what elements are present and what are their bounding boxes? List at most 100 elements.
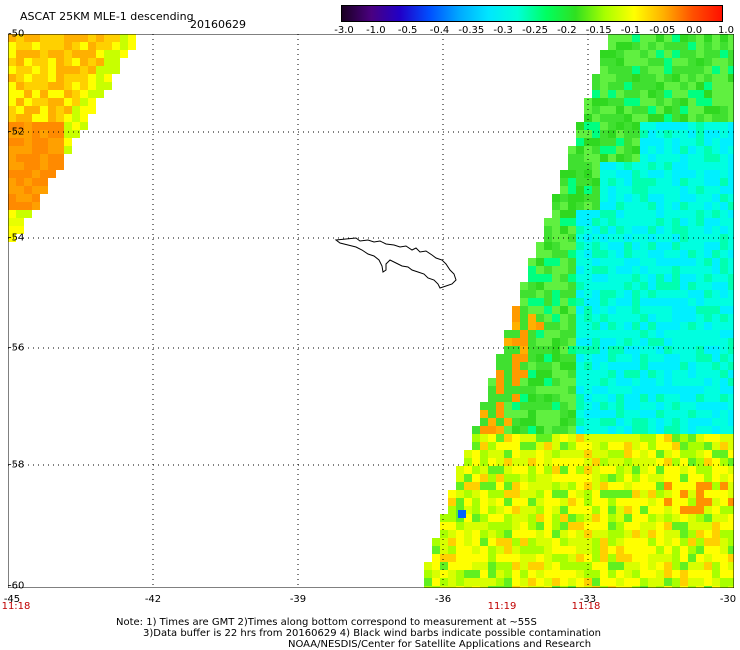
swath-cell — [560, 258, 568, 266]
swath-cell — [608, 418, 616, 426]
swath-cell — [656, 498, 664, 506]
swath-cell — [80, 50, 88, 58]
swath-cell — [688, 194, 696, 202]
swath-cell — [696, 74, 704, 82]
swath-cell — [728, 378, 734, 386]
swath-cell — [576, 146, 584, 154]
swath-cell — [680, 282, 688, 290]
swath-cell — [680, 394, 688, 402]
swath-cell — [520, 450, 528, 458]
swath-cell — [712, 426, 720, 434]
swath-cell — [576, 338, 584, 346]
swath-cell — [624, 554, 632, 562]
swath-cell — [608, 530, 616, 538]
swath-cell — [704, 442, 712, 450]
swath-cell — [656, 490, 664, 498]
swath-cell — [640, 522, 648, 530]
swath-cell — [432, 554, 440, 562]
swath-cell — [632, 378, 640, 386]
swath-cell — [472, 458, 480, 466]
swath-cell — [712, 442, 720, 450]
swath-cell — [704, 514, 712, 522]
footnote-line: Note: 1) Times are GMT 2)Times along bot… — [116, 617, 537, 628]
swath-cell — [592, 314, 600, 322]
swath-cell — [520, 554, 528, 562]
swath-cell — [496, 378, 504, 386]
swath-cell — [568, 370, 576, 378]
swath-cell — [576, 554, 584, 562]
swath-cell — [624, 162, 632, 170]
swath-cell — [632, 90, 640, 98]
swath-cell — [632, 226, 640, 234]
swath-cell — [704, 210, 712, 218]
swath-cell — [672, 146, 680, 154]
swath-cell — [696, 258, 704, 266]
swath-cell — [608, 130, 616, 138]
swath-cell — [64, 50, 72, 58]
swath-cell — [672, 506, 680, 514]
swath-cell — [648, 458, 656, 466]
swath-cell — [720, 314, 728, 322]
swath-cell — [592, 98, 600, 106]
swath-cell — [728, 538, 734, 546]
swath-cell — [680, 562, 688, 570]
swath-cell — [704, 170, 712, 178]
swath-cell — [664, 522, 672, 530]
swath-cell — [480, 474, 488, 482]
swath-cell — [600, 106, 608, 114]
swath-cell — [616, 434, 624, 442]
swath-cell — [504, 378, 512, 386]
swath-cell — [496, 386, 504, 394]
swath-cell — [728, 106, 734, 114]
swath-cell — [568, 418, 576, 426]
swath-cell — [8, 194, 16, 202]
swath-cell — [528, 474, 536, 482]
swath-cell — [640, 458, 648, 466]
swath-cell — [544, 466, 552, 474]
swath-cell — [96, 66, 104, 74]
swath-cell — [568, 194, 576, 202]
swath-cell — [528, 338, 536, 346]
color-scale-tick-label: -0.4 — [429, 25, 450, 36]
swath-cell — [648, 554, 656, 562]
swath-cell — [616, 586, 624, 588]
swath-cell — [712, 338, 720, 346]
swath-cell — [664, 306, 672, 314]
swath-cell — [600, 338, 608, 346]
swath-cell — [576, 322, 584, 330]
swath-cell — [664, 274, 672, 282]
swath-cell — [576, 138, 584, 146]
swath-cell — [536, 338, 544, 346]
swath-cell — [592, 514, 600, 522]
swath-cell — [720, 386, 728, 394]
swath-cell — [544, 354, 552, 362]
swath-cell — [664, 458, 672, 466]
swath-cell — [608, 42, 616, 50]
swath-cell — [664, 498, 672, 506]
swath-cell — [616, 74, 624, 82]
swath-cell — [448, 562, 456, 570]
swath-cell — [568, 346, 576, 354]
swath-cell — [488, 482, 496, 490]
swath-cell — [568, 162, 576, 170]
swath-cell — [120, 42, 128, 50]
swath-cell — [544, 514, 552, 522]
swath-cell — [632, 282, 640, 290]
swath-cell — [632, 138, 640, 146]
swath-cell — [512, 434, 520, 442]
swath-cell — [696, 482, 704, 490]
lon-label: -30 — [719, 594, 737, 605]
swath-cell — [552, 242, 560, 250]
swath-cell — [704, 106, 712, 114]
swath-cell — [712, 394, 720, 402]
swath-cell — [584, 194, 592, 202]
swath-cell — [728, 226, 734, 234]
swath-cell — [568, 386, 576, 394]
swath-cell — [488, 562, 496, 570]
swath-cell — [656, 274, 664, 282]
swath-cell — [504, 506, 512, 514]
swath-cell — [712, 50, 720, 58]
swath-cell — [544, 442, 552, 450]
swath-cell — [440, 514, 448, 522]
footnote: Note: 1) Times are GMT 2)Times along bot… — [0, 617, 740, 650]
